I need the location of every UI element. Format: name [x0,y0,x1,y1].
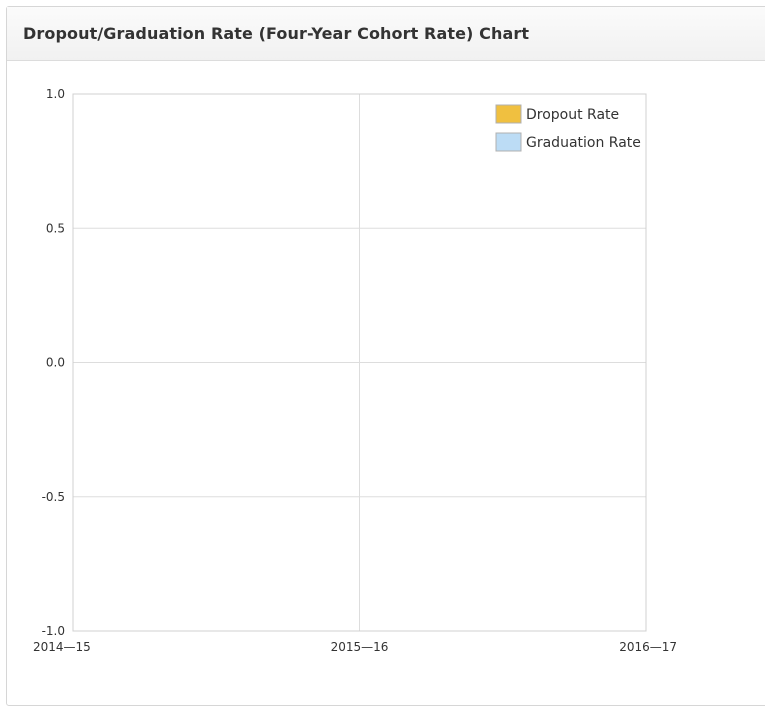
y-tick-label: -0.5 [42,490,65,504]
legend-swatch [495,132,522,152]
y-tick-label: 1.0 [46,87,65,101]
y-tick-label: 0.5 [46,221,65,235]
chart-area: 1.0 0.5 0.0 -0.5 -1.0 2014—15 2015—16 2016—17 D… [33,87,677,654]
x-tick-label: 2016—17 [619,640,677,654]
x-tick-label: 2015—16 [331,640,389,654]
axes [72,93,647,632]
y-tick-label: 0.0 [46,356,65,370]
legend-swatch [495,104,522,124]
x-tick-label: 2014—15 [33,640,91,654]
panel-header: Dropout/Graduation Rate (Four-Year Cohor… [7,7,765,61]
legend: Dropout Rate Graduation Rate [495,104,641,152]
grid-lines [72,93,647,632]
chart-panel: Dropout/Graduation Rate (Four-Year Cohor… [6,6,765,706]
legend-label: Graduation Rate [526,135,641,151]
tick-labels: 1.0 0.5 0.0 -0.5 -1.0 2014—15 2015—16 2016—17 [33,87,677,654]
panel-title: Dropout/Graduation Rate (Four-Year Cohor… [23,24,530,43]
legend-label: Dropout Rate [526,107,619,123]
plot-border [72,93,647,632]
y-tick-label: -1.0 [42,624,65,638]
